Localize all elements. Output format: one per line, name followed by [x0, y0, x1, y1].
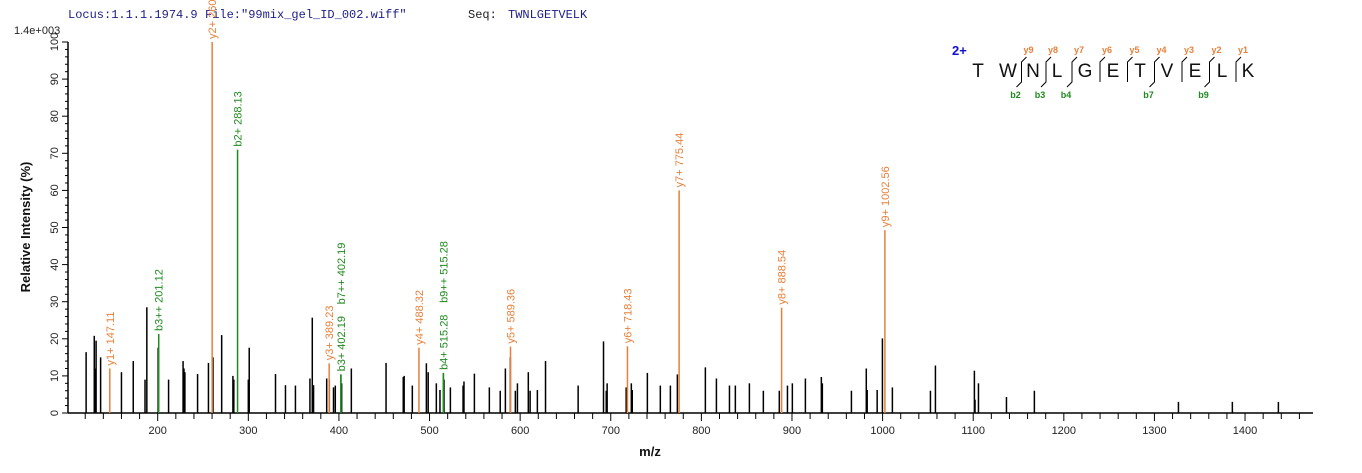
b-ion-label: b3++ 201.12 — [154, 269, 166, 331]
y-ion-marker: y6 — [1102, 45, 1112, 55]
y-ion-label: y5+ 589.36 — [506, 289, 518, 344]
y-ion-marker: y9 — [1023, 45, 1033, 55]
intensity-scale: 1.4e+003 — [14, 25, 60, 37]
x-tick-label: 1300 — [1142, 425, 1166, 437]
seq-value: TWNLGETVELK — [508, 8, 588, 22]
y-tick-label: 0 — [49, 410, 61, 416]
x-tick-label: 400 — [330, 425, 348, 437]
y-break-mark — [1045, 56, 1052, 82]
y-tick-label: 100 — [49, 33, 61, 51]
y-break-mark — [1127, 56, 1133, 82]
y-break-mark — [1154, 56, 1160, 82]
b-ion-label: b9++ 515.28 — [438, 241, 450, 303]
y-ion-label: y9+ 1002.56 — [880, 166, 892, 227]
y-ion-label: y4+ 488.32 — [414, 290, 426, 345]
y-tick-label: 30 — [49, 296, 61, 308]
y-tick-label: 70 — [49, 147, 61, 159]
residue: V — [1161, 61, 1174, 82]
y-ion-label: y1+ 147.11 — [105, 312, 117, 366]
x-tick-label: 600 — [511, 425, 529, 437]
x-tick-label: 700 — [602, 425, 620, 437]
b-break-mark — [1204, 62, 1210, 88]
b-break-mark — [1149, 62, 1155, 88]
y-ion-marker: y7 — [1074, 45, 1084, 55]
file-label: File:"99mix_gel_ID_002.wiff" — [205, 8, 407, 22]
b-ion-label: b2+ 288.13 — [233, 91, 245, 146]
y-axis-label: Relative Intensity (%) — [18, 162, 33, 293]
residue: L — [1217, 61, 1228, 82]
x-tick-label: 1200 — [1052, 425, 1076, 437]
y-ion-marker: y2 — [1211, 45, 1221, 55]
b-break-mark — [1040, 62, 1047, 88]
residue: E — [1107, 61, 1120, 82]
residue: T — [972, 61, 984, 82]
y-tick-label: 40 — [49, 258, 61, 270]
x-axis-label: m/z — [639, 444, 661, 459]
y-ion-marker: y5 — [1129, 45, 1139, 55]
charge-state: 2+ — [952, 43, 967, 58]
x-tick-label: 1100 — [961, 425, 985, 437]
residue: G — [1078, 61, 1093, 82]
y-ion-label: y3+ 389.23 — [324, 306, 336, 361]
y-ion-marker: y4 — [1156, 45, 1166, 55]
b-ion-label: b7++ 402.19 — [336, 243, 348, 305]
x-tick-label: 900 — [783, 425, 801, 437]
residue: N — [1026, 61, 1040, 82]
y-tick-label: 60 — [49, 184, 61, 196]
residue: K — [1242, 61, 1255, 82]
y-ion-label: y6+ 718.43 — [622, 288, 634, 343]
y-tick-label: 50 — [49, 221, 61, 233]
b-ion-label: b3+ 402.19 — [336, 316, 348, 371]
x-tick-label: 1400 — [1233, 425, 1257, 437]
residue: L — [1052, 61, 1063, 82]
y-break-mark — [1209, 56, 1215, 82]
y-ion-marker: y8 — [1048, 45, 1058, 55]
residue: T — [1134, 61, 1146, 82]
y-ion-label: y2+ 260.1 — [207, 0, 219, 39]
y-ion-label: y8+ 888.54 — [777, 250, 789, 305]
b-ion-marker: b2 — [1010, 90, 1021, 100]
y-break-mark — [1181, 56, 1188, 82]
x-tick-label: 300 — [239, 425, 257, 437]
b-ion-label: b4+ 515.28 — [438, 315, 450, 370]
b-ion-marker: b7 — [1143, 90, 1154, 100]
y-break-mark — [1099, 56, 1106, 82]
y-tick-label: 20 — [49, 333, 61, 345]
seq-key: Seq: — [468, 8, 497, 22]
y-ion-marker: y1 — [1238, 45, 1248, 55]
y-tick-label: 90 — [49, 73, 61, 85]
y-tick-label: 10 — [49, 370, 61, 382]
b-ion-marker: b4 — [1061, 90, 1072, 100]
x-tick-label: 200 — [149, 425, 167, 437]
x-tick-label: 1000 — [870, 425, 894, 437]
b-ion-marker: b9 — [1198, 90, 1209, 100]
residue: E — [1189, 61, 1202, 82]
b-break-mark — [1016, 62, 1022, 88]
residue: W — [999, 61, 1017, 82]
x-tick-label: 800 — [692, 425, 710, 437]
y-break-mark — [1235, 56, 1242, 82]
b-break-mark — [1066, 62, 1073, 88]
y-ion-marker: y3 — [1184, 45, 1194, 55]
y-break-mark — [1071, 56, 1078, 82]
b-ion-marker: b3 — [1035, 90, 1046, 100]
y-tick-label: 80 — [49, 110, 61, 122]
locus-label: Locus:1.1.1.1974.9 — [68, 8, 198, 22]
x-tick-label: 500 — [420, 425, 438, 437]
y-ion-label: y7+ 775.44 — [674, 133, 686, 188]
